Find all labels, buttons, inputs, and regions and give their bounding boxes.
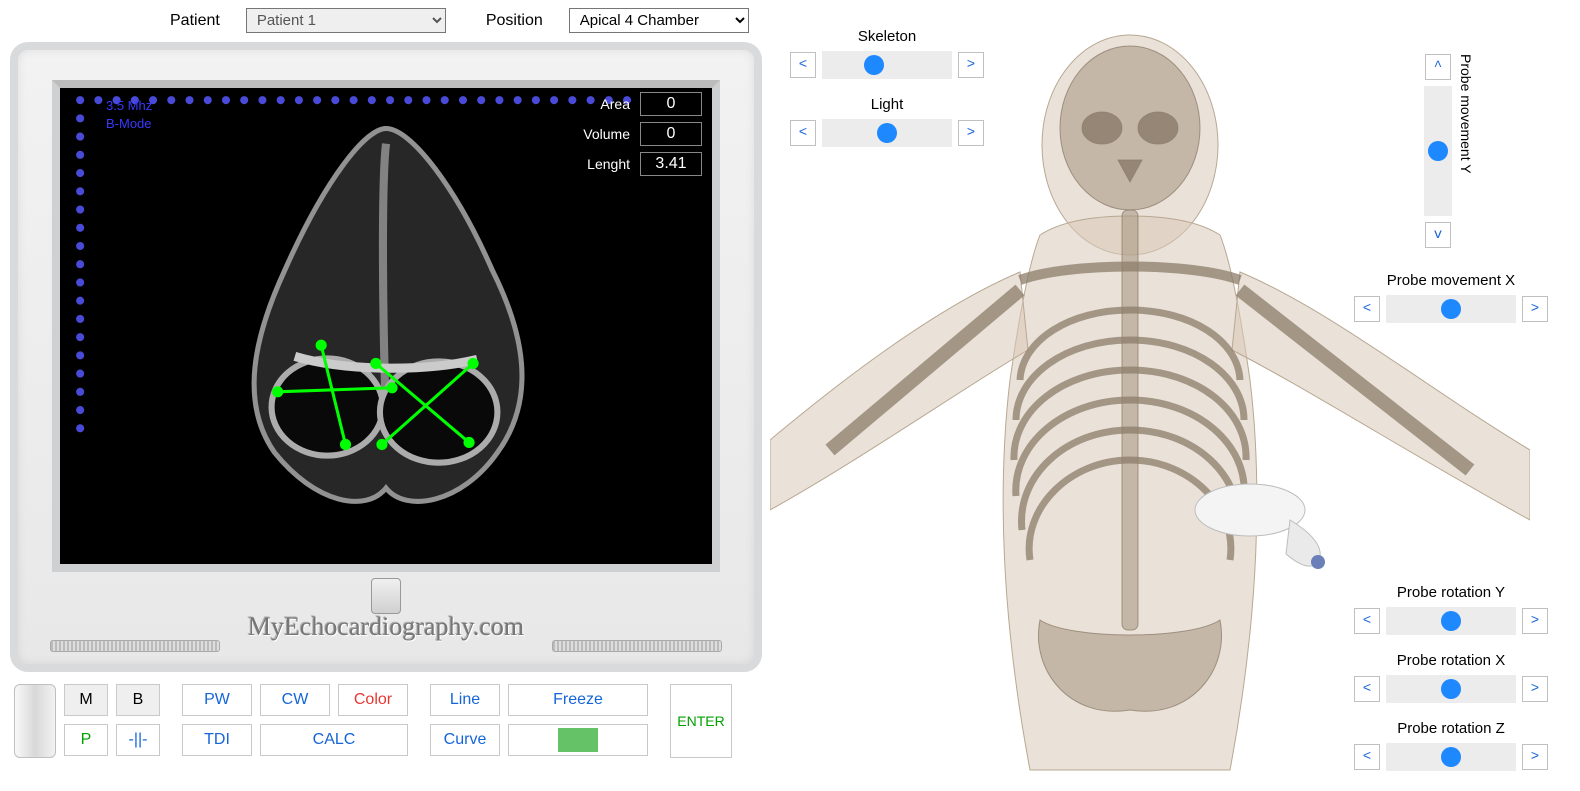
speaker-strip xyxy=(50,640,722,654)
rot-x-label: Probe rotation X xyxy=(1397,652,1505,669)
brand-text: MyEchocardiography.com xyxy=(10,612,762,642)
light-left[interactable]: < xyxy=(790,120,816,146)
probe-x-right[interactable]: > xyxy=(1522,296,1548,322)
probe-x-label: Probe movement X xyxy=(1387,272,1515,289)
probe-x-left[interactable]: < xyxy=(1354,296,1380,322)
rot-z-label: Probe rotation Z xyxy=(1397,720,1505,737)
skeleton-track[interactable] xyxy=(822,51,952,79)
rot-z-group: Probe rotation Z < > xyxy=(1354,720,1548,771)
probe-y-up[interactable]: ^ xyxy=(1425,54,1451,80)
rot-z-left[interactable]: < xyxy=(1354,744,1380,770)
mode-buttons: M P B -||- PW CW Color TDI CALC Line Cur… xyxy=(14,684,732,758)
measurement-box: Area 0 Volume 0 Lenght 3.41 xyxy=(583,92,702,182)
mode-text: 3.5 Mhz B-Mode xyxy=(106,97,152,132)
rot-y-label: Probe rotation Y xyxy=(1397,584,1505,601)
area-label: Area xyxy=(600,96,630,112)
probe-x-track[interactable] xyxy=(1386,295,1516,323)
probe-y-label: Probe movement Y xyxy=(1458,54,1474,174)
rot-y-right[interactable]: > xyxy=(1522,608,1548,634)
tdi-button[interactable]: TDI xyxy=(182,724,252,756)
rot-x-group: Probe rotation X < > xyxy=(1354,652,1548,703)
rot-x-left[interactable]: < xyxy=(1354,676,1380,702)
logo-chip xyxy=(371,578,401,614)
volume-value: 0 xyxy=(640,122,702,146)
speaker-left xyxy=(50,640,220,652)
rot-z-track[interactable] xyxy=(1386,743,1516,771)
probe-x-group: Probe movement X < > xyxy=(1354,272,1548,323)
pw-button[interactable]: PW xyxy=(182,684,252,716)
light-label: Light xyxy=(871,96,904,113)
rot-y-group: Probe rotation Y < > xyxy=(1354,584,1548,635)
skeleton-right[interactable]: > xyxy=(958,52,984,78)
skeleton-slider-group: Skeleton < > xyxy=(790,28,984,79)
gain-knob[interactable] xyxy=(14,684,56,758)
position-label: Position xyxy=(486,12,543,30)
rot-x-right[interactable]: > xyxy=(1522,676,1548,702)
area-value: 0 xyxy=(640,92,702,116)
top-selectors: Patient Patient 1 Position Apical 4 Cham… xyxy=(170,8,749,33)
patient-select[interactable]: Patient 1 xyxy=(246,8,446,33)
m-mode-button[interactable]: M xyxy=(64,684,108,716)
probe-y-track[interactable] xyxy=(1424,86,1452,216)
probe-y-group: ^ v Probe movement Y xyxy=(1424,54,1506,248)
light-track[interactable] xyxy=(822,119,952,147)
color-swatch[interactable] xyxy=(508,724,648,756)
rot-y-left[interactable]: < xyxy=(1354,608,1380,634)
speaker-right xyxy=(552,640,722,652)
patient-label: Patient xyxy=(170,12,220,30)
light-slider-group: Light < > xyxy=(790,96,984,147)
position-select[interactable]: Apical 4 Chamber xyxy=(569,8,749,33)
enter-button[interactable]: ENTER xyxy=(670,684,732,758)
probe-y-down[interactable]: v xyxy=(1425,222,1451,248)
skeleton-left[interactable]: < xyxy=(790,52,816,78)
swatch-inner xyxy=(558,728,598,752)
length-label: Lenght xyxy=(587,156,630,172)
ultrasound-monitor: 3.5 Mhz B-Mode Area0 Volume0 Lenght3.41 … xyxy=(10,42,762,672)
cw-button[interactable]: CW xyxy=(260,684,330,716)
calc-button[interactable]: CALC xyxy=(260,724,408,756)
freq-text: 3.5 Mhz xyxy=(106,97,152,115)
skeleton-label: Skeleton xyxy=(858,28,916,45)
p-button[interactable]: P xyxy=(64,724,108,756)
length-value: 3.41 xyxy=(640,152,702,176)
split-button[interactable]: -||- xyxy=(116,724,160,756)
rot-x-track[interactable] xyxy=(1386,675,1516,703)
rot-z-right[interactable]: > xyxy=(1522,744,1548,770)
mode-name: B-Mode xyxy=(106,115,152,133)
light-right[interactable]: > xyxy=(958,120,984,146)
color-button[interactable]: Color xyxy=(338,684,408,716)
freeze-button[interactable]: Freeze xyxy=(508,684,648,716)
rot-y-track[interactable] xyxy=(1386,607,1516,635)
curve-button[interactable]: Curve xyxy=(430,724,500,756)
line-button[interactable]: Line xyxy=(430,684,500,716)
volume-label: Volume xyxy=(583,126,630,142)
b-mode-button[interactable]: B xyxy=(116,684,160,716)
